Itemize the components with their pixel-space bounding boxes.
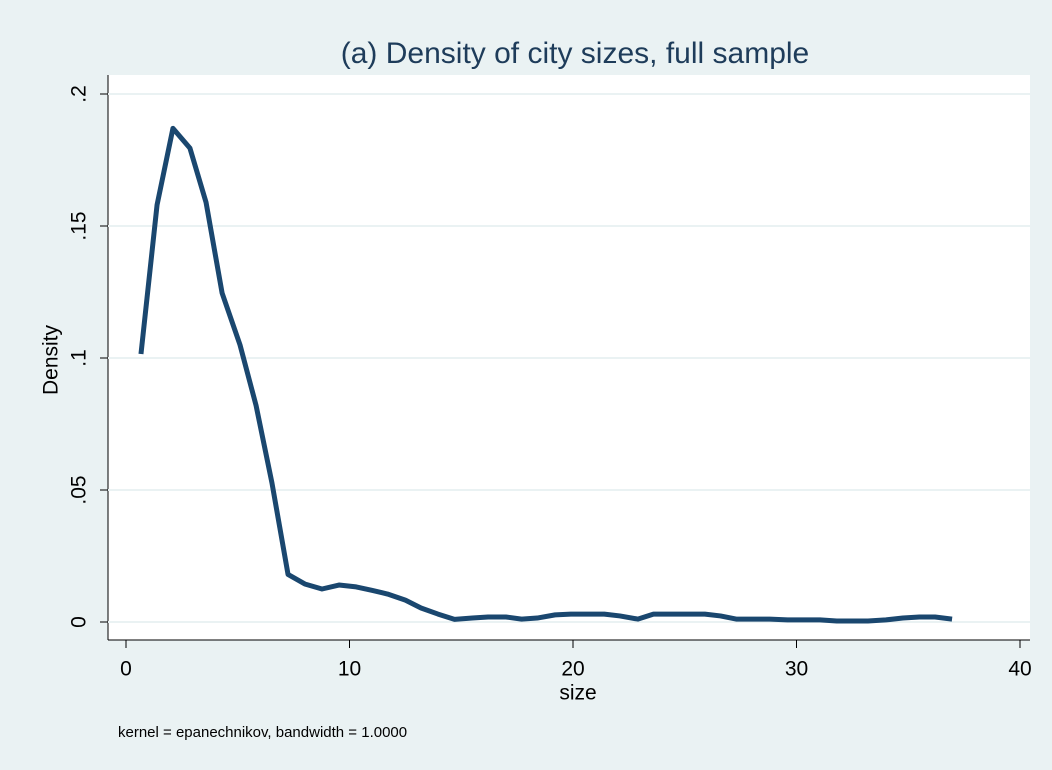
- x-tick-label: 10: [338, 658, 361, 681]
- y-tick-label: .15: [68, 211, 91, 240]
- note: kernel = epanechnikov, bandwidth = 1.000…: [118, 724, 407, 741]
- density-line: [138, 125, 953, 624]
- y-axis-title: Density: [40, 324, 63, 395]
- x-axis-title: size: [559, 682, 596, 705]
- x-tick-label: 40: [1008, 658, 1031, 681]
- x-tick-label: 20: [561, 658, 584, 681]
- x-tick-label: 0: [120, 658, 132, 681]
- chart-title: (a) Density of city sizes, full sample: [341, 37, 809, 70]
- y-tick-label: .05: [68, 475, 91, 504]
- y-tick-label: 0: [68, 616, 91, 628]
- x-tick-label: 30: [785, 658, 808, 681]
- y-tick-label: .1: [68, 349, 91, 367]
- y-tick-label: .2: [68, 85, 91, 103]
